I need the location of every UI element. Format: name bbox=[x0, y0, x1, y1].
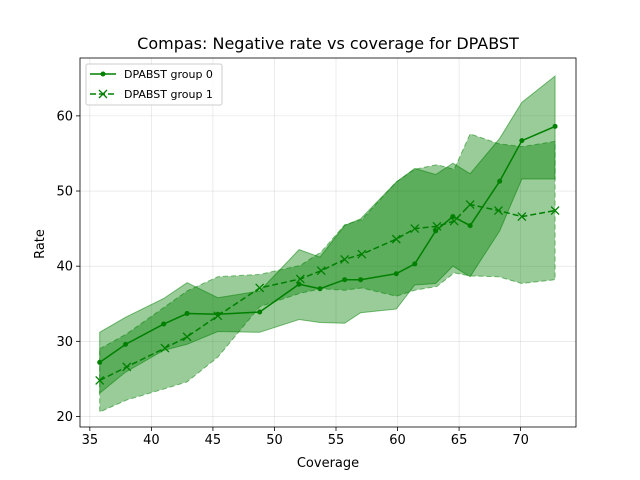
legend-box bbox=[85, 63, 223, 106]
point-series-0-7 bbox=[317, 286, 323, 292]
point-series-1-16 bbox=[517, 212, 527, 222]
point-series-0-2 bbox=[161, 321, 167, 327]
point-series-0-10 bbox=[393, 271, 399, 277]
point-series-0-8 bbox=[342, 277, 348, 283]
point-series-1-15 bbox=[494, 206, 503, 216]
point-series-1-9 bbox=[357, 249, 367, 259]
point-series-1-8 bbox=[340, 254, 350, 264]
x-tick-label-0: 35 bbox=[82, 433, 99, 448]
point-series-0-1 bbox=[123, 341, 129, 347]
legend-marker-1 bbox=[98, 89, 108, 99]
y-tick-label-3: 50 bbox=[56, 185, 73, 200]
point-series-1-5 bbox=[255, 283, 265, 293]
line-series-0 bbox=[99, 125, 556, 363]
point-series-0-15 bbox=[497, 178, 503, 184]
point-series-1-12 bbox=[432, 221, 442, 231]
point-series-1-1 bbox=[122, 362, 132, 372]
point-series-1-3 bbox=[182, 332, 192, 342]
legend-marker-0 bbox=[100, 71, 106, 77]
y-axis-label: Rate bbox=[33, 229, 48, 259]
x-axis-label: Coverage bbox=[297, 456, 359, 471]
point-series-0-3 bbox=[184, 311, 190, 317]
chart-title: Compas: Negative rate vs coverage for DP… bbox=[137, 34, 519, 53]
point-series-0-9 bbox=[358, 277, 364, 283]
point-series-1-2 bbox=[160, 343, 170, 353]
legend: DPABST group 0 DPABST group 1 bbox=[85, 63, 223, 106]
y-tick-label-1: 30 bbox=[56, 335, 73, 350]
point-series-0-6 bbox=[296, 281, 302, 287]
y-tick-label-0: 20 bbox=[56, 410, 73, 425]
legend-label-0: DPABST group 0 bbox=[124, 68, 213, 81]
point-series-1-17 bbox=[550, 206, 560, 216]
point-series-0-14 bbox=[467, 223, 473, 229]
line-series-1 bbox=[99, 203, 556, 382]
axes-frame bbox=[79, 57, 577, 428]
point-series-0-11 bbox=[412, 261, 418, 267]
x-tick-label-7: 70 bbox=[512, 433, 529, 448]
point-series-1-7 bbox=[316, 266, 326, 276]
point-series-0-16 bbox=[519, 138, 525, 144]
point-series-0-17 bbox=[552, 123, 558, 129]
x-tick-label-3: 50 bbox=[266, 433, 283, 448]
point-series-1-14 bbox=[465, 200, 475, 210]
point-series-0-5 bbox=[257, 309, 263, 315]
point-series-0-0 bbox=[97, 359, 103, 365]
x-tick-label-6: 65 bbox=[451, 433, 468, 448]
point-series-1-6 bbox=[295, 274, 305, 284]
legend-label-1: DPABST group 1 bbox=[124, 88, 213, 101]
point-series-1-4 bbox=[213, 311, 223, 321]
x-tick-label-1: 40 bbox=[143, 433, 160, 448]
x-tick-label-4: 55 bbox=[328, 433, 345, 448]
point-series-1-0 bbox=[95, 375, 105, 385]
x-tick-label-2: 45 bbox=[205, 433, 222, 448]
point-series-1-11 bbox=[410, 224, 420, 234]
plot-area: 35 40 45 50 55 60 65 70 20 30 40 50 60 DPABST group 0… bbox=[56, 57, 577, 448]
y-tick-label-2: 40 bbox=[56, 260, 73, 275]
y-tick-label-4: 60 bbox=[56, 109, 73, 124]
band-series-1 bbox=[99, 133, 556, 413]
point-series-1-10 bbox=[391, 234, 401, 244]
x-tick-label-5: 60 bbox=[389, 433, 406, 448]
point-series-1-13 bbox=[449, 216, 459, 226]
